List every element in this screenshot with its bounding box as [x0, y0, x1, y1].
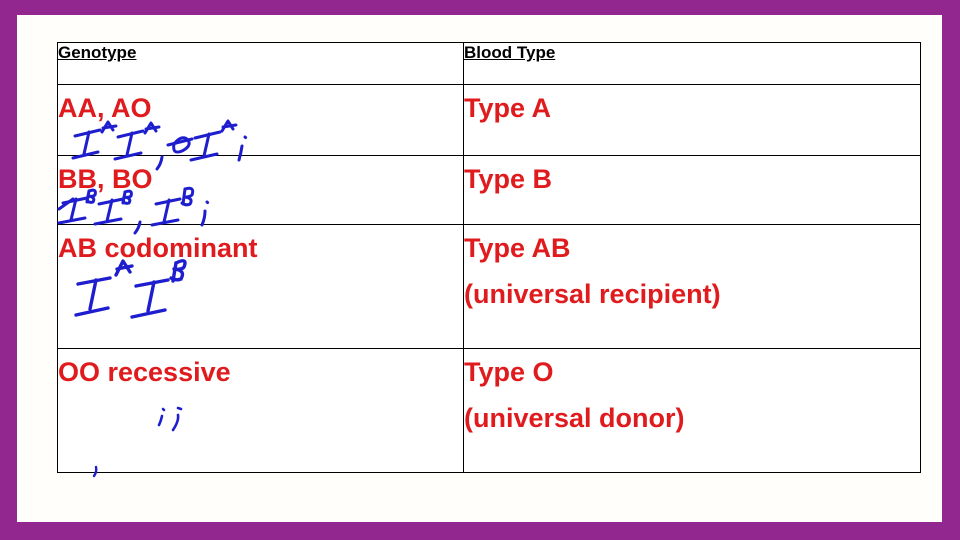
- handwriting-genotype-ab: [74, 259, 187, 319]
- table-row-type-a: AA, AO Type A: [57, 84, 921, 171]
- blood-type-cell-b: Type B: [463, 155, 921, 225]
- header-cell-blood-type: Blood Type: [463, 42, 921, 85]
- blood-type-cell-ab: Type AB (universal recipient): [463, 224, 921, 349]
- genotype-cell-a: AA, AO: [57, 84, 464, 171]
- handwriting-genotype-a: [71, 119, 248, 171]
- genotype-text-o: OO recessive: [58, 357, 231, 387]
- genotype-blood-type-table: Genotype Blood Type AA, AO: [57, 42, 921, 473]
- handwriting-genotype-o: [157, 406, 183, 432]
- header-label-blood-type: Blood Type: [464, 43, 556, 62]
- genotype-text-ab: AB codominant: [58, 233, 258, 263]
- blood-type-note-ab: (universal recipient): [464, 279, 721, 309]
- genotype-cell-ab: AB codominant: [57, 224, 464, 349]
- genotype-cell-o: OO recessive: [57, 348, 464, 473]
- stray-ink-mark: [92, 465, 98, 478]
- blood-type-cell-o: Type O (universal donor): [463, 348, 921, 473]
- blood-type-cell-a: Type A: [463, 84, 921, 156]
- header-label-genotype: Genotype: [58, 43, 137, 62]
- genotype-cell-b: BB, BO: [57, 155, 464, 235]
- genotype-text-b: BB, BO: [58, 164, 153, 194]
- blood-type-text-o: Type O: [464, 357, 554, 387]
- table-row-type-o: OO recessive Type O (universal donor): [57, 348, 921, 473]
- table-row-type-ab: AB codominant Type AB (universal recipie…: [57, 224, 921, 349]
- slide: Genotype Blood Type AA, AO: [17, 15, 942, 522]
- blood-type-text-a: Type A: [464, 93, 552, 123]
- handwriting-genotype-b: [57, 186, 210, 235]
- genotype-text-a: AA, AO: [58, 93, 152, 123]
- blood-type-text-ab: Type AB: [464, 233, 571, 263]
- table-header-row: Genotype Blood Type: [57, 42, 921, 85]
- header-cell-genotype: Genotype: [57, 42, 464, 85]
- table-row-type-b: BB, BO Type B: [57, 155, 921, 235]
- blood-type-note-o: (universal donor): [464, 403, 685, 433]
- blood-type-text-b: Type B: [464, 164, 553, 194]
